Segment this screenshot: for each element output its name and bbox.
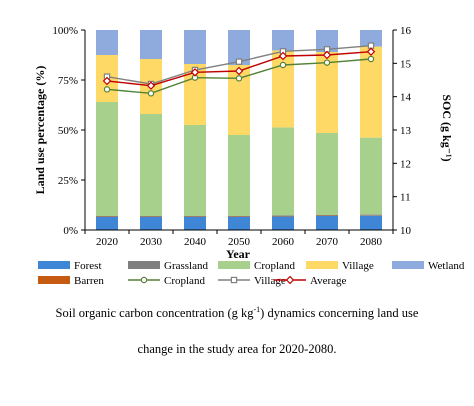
bar-wetland-2040: [184, 30, 206, 64]
bars-layer: [96, 30, 382, 230]
y-tick-label: 75%: [58, 75, 78, 87]
bar-forest-2040: [184, 217, 206, 230]
soc-point-village-2050: [235, 58, 243, 65]
lines-layer: [102, 42, 376, 97]
bar-village-2060: [272, 50, 294, 128]
y2-tick-label: 13: [400, 125, 412, 137]
bar-wetland-2060: [272, 30, 294, 51]
y2-tick-label: 16: [400, 25, 412, 37]
y-tick-label: 50%: [58, 125, 78, 137]
bar-grassland-2070: [316, 215, 338, 216]
y2-tick-label: 12: [400, 158, 411, 170]
x-axis-title: Year: [226, 247, 251, 261]
bar-village-2080: [360, 46, 382, 138]
caption-text-line-2: change in the study area for 2020-2080.: [137, 342, 337, 356]
bar-cropland-2070: [316, 133, 338, 215]
x-tick-label: 2070: [316, 236, 339, 248]
caption-superscript: -1: [253, 304, 261, 314]
bar-wetland-2080: [360, 30, 382, 47]
soc-point-average-2030: [146, 81, 156, 90]
x-tick-label: 2030: [140, 236, 163, 248]
bar-forest-2030: [140, 217, 162, 230]
x-tick-label: 2020: [96, 236, 119, 248]
y2-tick-label: 10: [400, 225, 412, 237]
bar-wetland-2020: [96, 30, 118, 55]
y-tick-label: 100%: [52, 25, 78, 37]
bar-forest-2060: [272, 216, 294, 230]
legend-label-forest: Forest: [74, 260, 102, 272]
y2-tick-label: 11: [400, 192, 411, 204]
x-tick-label: 2060: [272, 236, 295, 248]
x-tick-label: 2050: [228, 236, 251, 248]
legend-swatch-village: [306, 261, 338, 269]
soc-point-cropland-2030: [147, 90, 155, 97]
bar-forest-2050: [228, 217, 250, 230]
bar-grassland-2020: [96, 216, 118, 217]
y-axis-title: Land use percentage (%): [33, 66, 47, 195]
legend-label-line-cropland: Cropland: [164, 275, 205, 287]
soc-point-average-2080: [366, 47, 376, 56]
legend: Forest Grassland Cropland Village Wetland Bar…: [38, 260, 465, 287]
legend-label-cropland: Cropland: [254, 260, 295, 272]
soc-point-cropland-2020: [103, 86, 111, 93]
x-tick-label: 2080: [360, 236, 383, 248]
bar-wetland-2050: [228, 30, 250, 65]
bar-wetland-2070: [316, 30, 338, 52]
legend-label-line-average: Average: [310, 275, 347, 287]
soc-point-cropland-2070: [323, 59, 331, 66]
caption-text-pre: Soil organic carbon concentration (g kg: [55, 306, 254, 320]
bar-wetland-2030: [140, 30, 162, 59]
legend-marker-village: [230, 276, 238, 284]
y2-axis-title: SOC (g kg⁻¹): [440, 94, 454, 161]
bar-cropland-2040: [184, 125, 206, 216]
legend-swatch-barren: [38, 276, 70, 284]
legend-swatch-forest: [38, 261, 70, 269]
soc-point-cropland-2080: [367, 55, 375, 63]
soc-point-average-2040: [190, 68, 200, 77]
legend-label-barren: Barren: [74, 275, 104, 287]
legend-swatch-grassland: [128, 261, 160, 269]
y-tick-label: 0%: [63, 225, 78, 237]
legend-label-line-village: Village: [254, 275, 286, 287]
bar-forest-2080: [360, 215, 382, 230]
bar-cropland-2020: [96, 102, 118, 216]
soc-point-average-2020: [102, 76, 112, 86]
soc-point-average-2060: [278, 51, 288, 61]
bar-cropland-2080: [360, 137, 382, 215]
bar-grassland-2080: [360, 214, 382, 216]
caption-text-post: ) dynamics concerning land use: [260, 306, 419, 320]
legend-marker-cropland: [140, 276, 148, 284]
legend-marker-average: [285, 275, 295, 285]
y2-tick-label: 15: [400, 58, 412, 70]
bar-village-2070: [316, 52, 338, 133]
y2-tick-label: 14: [400, 92, 412, 104]
x-tick-label: 2040: [184, 236, 207, 248]
legend-label-village: Village: [342, 260, 374, 272]
axes-layer: 0% 25% 50% 75% 100% 10 11 12 13 14 15 16 2020 2030 204…: [52, 25, 411, 248]
figure-caption-line-1: Soil organic carbon concentration (g kg-…: [0, 304, 474, 322]
soc-point-average-2050: [234, 66, 244, 76]
bar-grassland-2050: [228, 216, 250, 217]
soc-point-cropland-2050: [235, 75, 243, 82]
bar-cropland-2050: [228, 135, 250, 216]
bar-forest-2070: [316, 216, 338, 230]
legend-label-grassland: Grassland: [164, 260, 208, 272]
bar-forest-2020: [96, 217, 118, 230]
bar-grassland-2040: [184, 216, 206, 217]
bar-grassland-2030: [140, 216, 162, 217]
legend-swatch-wetland: [392, 261, 424, 269]
legend-swatch-cropland: [218, 261, 250, 269]
bar-grassland-2060: [272, 215, 294, 216]
bar-village-2050: [228, 65, 250, 135]
y-tick-label: 25%: [58, 175, 78, 187]
soc-point-cropland-2060: [279, 61, 287, 69]
bar-cropland-2060: [272, 127, 294, 216]
figure-caption-line-2: change in the study area for 2020-2080.: [0, 340, 474, 358]
bar-cropland-2030: [140, 114, 162, 216]
legend-label-wetland: Wetland: [428, 260, 465, 272]
soc-point-average-2070: [322, 50, 332, 60]
land-use-soc-chart: 0% 25% 50% 75% 100% 10 11 12 13 14 15 16 2020 2030 204…: [33, 25, 465, 287]
